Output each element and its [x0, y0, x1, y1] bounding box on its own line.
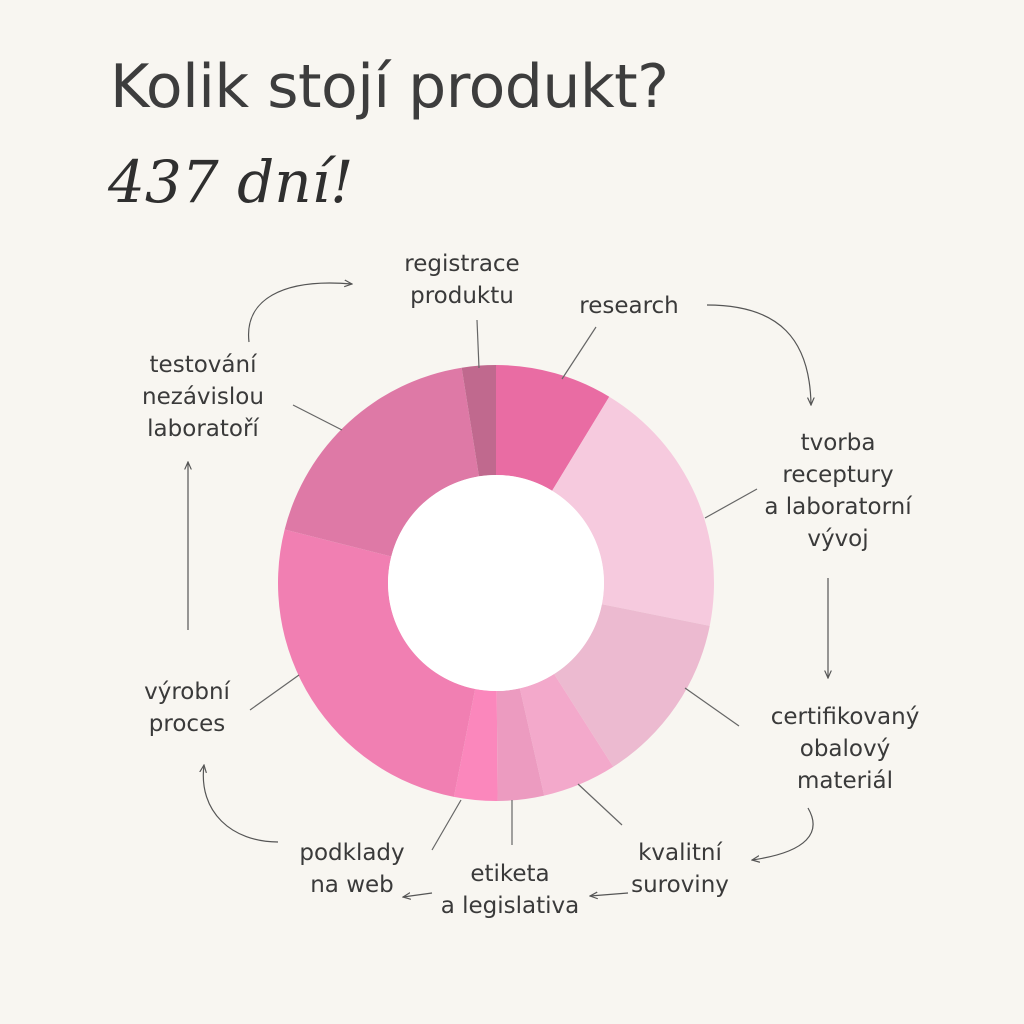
leader-line-1: [561, 326, 597, 380]
leader-line-6: [431, 799, 462, 851]
donut-slice-4: [496, 688, 545, 801]
label-testovani-laborator: testování nezávislou laboratoří: [142, 352, 264, 442]
donut-slice-8: [461, 365, 496, 477]
flow-arrow-2: [752, 807, 814, 860]
page-subtitle: 437 dní!: [108, 148, 354, 216]
leader-line-7: [249, 674, 300, 711]
label-podklady-na-web: podklady na web: [299, 840, 405, 898]
page-title: Kolik stojí produkt?: [110, 52, 669, 122]
label-vyrobni-proces: výrobní proces: [144, 679, 230, 737]
leader-line-3: [684, 687, 740, 727]
leader-line-0: [476, 319, 480, 369]
label-registrace-produktu: registrace produktu: [404, 251, 520, 309]
donut-hole: [388, 475, 604, 691]
label-tvorba-receptury: tvorba receptury a laboratorní vývoj: [764, 430, 912, 552]
flow-arrow-0: [706, 304, 811, 405]
flow-arrow-5: [203, 765, 279, 843]
flow-arrow-3: [590, 893, 629, 896]
donut-slice-3: [519, 674, 614, 796]
donut-slice-5: [453, 688, 498, 801]
donut-slice-1: [552, 396, 714, 626]
flow-arrow-4: [403, 893, 433, 897]
leader-line-4: [577, 783, 623, 826]
flow-arrow-7: [248, 283, 352, 343]
label-research: research: [579, 293, 679, 319]
leader-line-2: [704, 488, 758, 519]
donut-slice-0: [496, 365, 610, 491]
label-kvalitni-suroviny: kvalitní suroviny: [631, 840, 729, 898]
donut-slice-2: [554, 604, 710, 767]
label-certifikovany-obalovy-material: certifikovaný obalový materiál: [770, 704, 920, 794]
leader-line-8: [292, 404, 343, 431]
donut-slice-6: [278, 529, 476, 797]
label-etiketa-legislativa: etiketa a legislativa: [440, 861, 580, 919]
donut-slice-7: [284, 367, 479, 557]
